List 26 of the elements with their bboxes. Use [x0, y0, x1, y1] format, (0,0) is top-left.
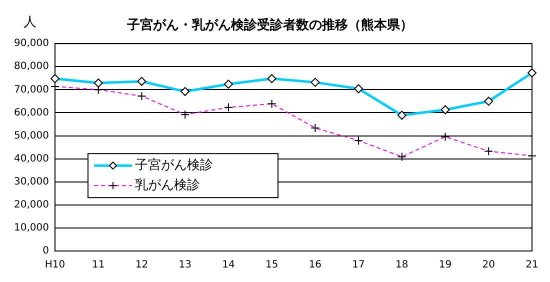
- y-tick-label: 30,000: [14, 176, 49, 188]
- y-tick-label: 10,000: [14, 222, 49, 234]
- y-tick-label: 60,000: [14, 107, 49, 118]
- x-tick-label: 20: [482, 260, 496, 271]
- y-tick-label: 70,000: [14, 84, 49, 96]
- y-tick-label: 50,000: [14, 130, 49, 142]
- x-tick-label: 15: [265, 260, 278, 271]
- x-tick-label: 11: [92, 260, 105, 271]
- legend-label: 乳がん検診: [134, 178, 200, 193]
- legend-label: 子宮がん検診: [134, 156, 213, 173]
- x-tick-label: 14: [222, 260, 235, 271]
- y-tick-label: 40,000: [14, 153, 49, 164]
- x-tick-label: 12: [135, 260, 148, 271]
- x-tick-label: 19: [438, 260, 452, 271]
- y-tick-label: 80,000: [14, 61, 49, 72]
- x-tick-label: 21: [526, 260, 538, 271]
- y-tick-label: 0: [42, 246, 49, 257]
- x-tick-label: H10: [44, 260, 66, 271]
- y-tick-label: 90,000: [14, 38, 49, 50]
- x-tick-label: 18: [396, 260, 408, 271]
- y-tick-label: 20,000: [14, 200, 49, 211]
- x-tick-label: 16: [308, 260, 322, 271]
- y-axis-title: 人: [24, 15, 36, 30]
- chart-title: 子宮がん・乳がん検診受診者数の推移（熊本県）: [126, 17, 413, 34]
- x-tick-label: 13: [178, 260, 192, 271]
- x-tick-label: 17: [352, 260, 365, 271]
